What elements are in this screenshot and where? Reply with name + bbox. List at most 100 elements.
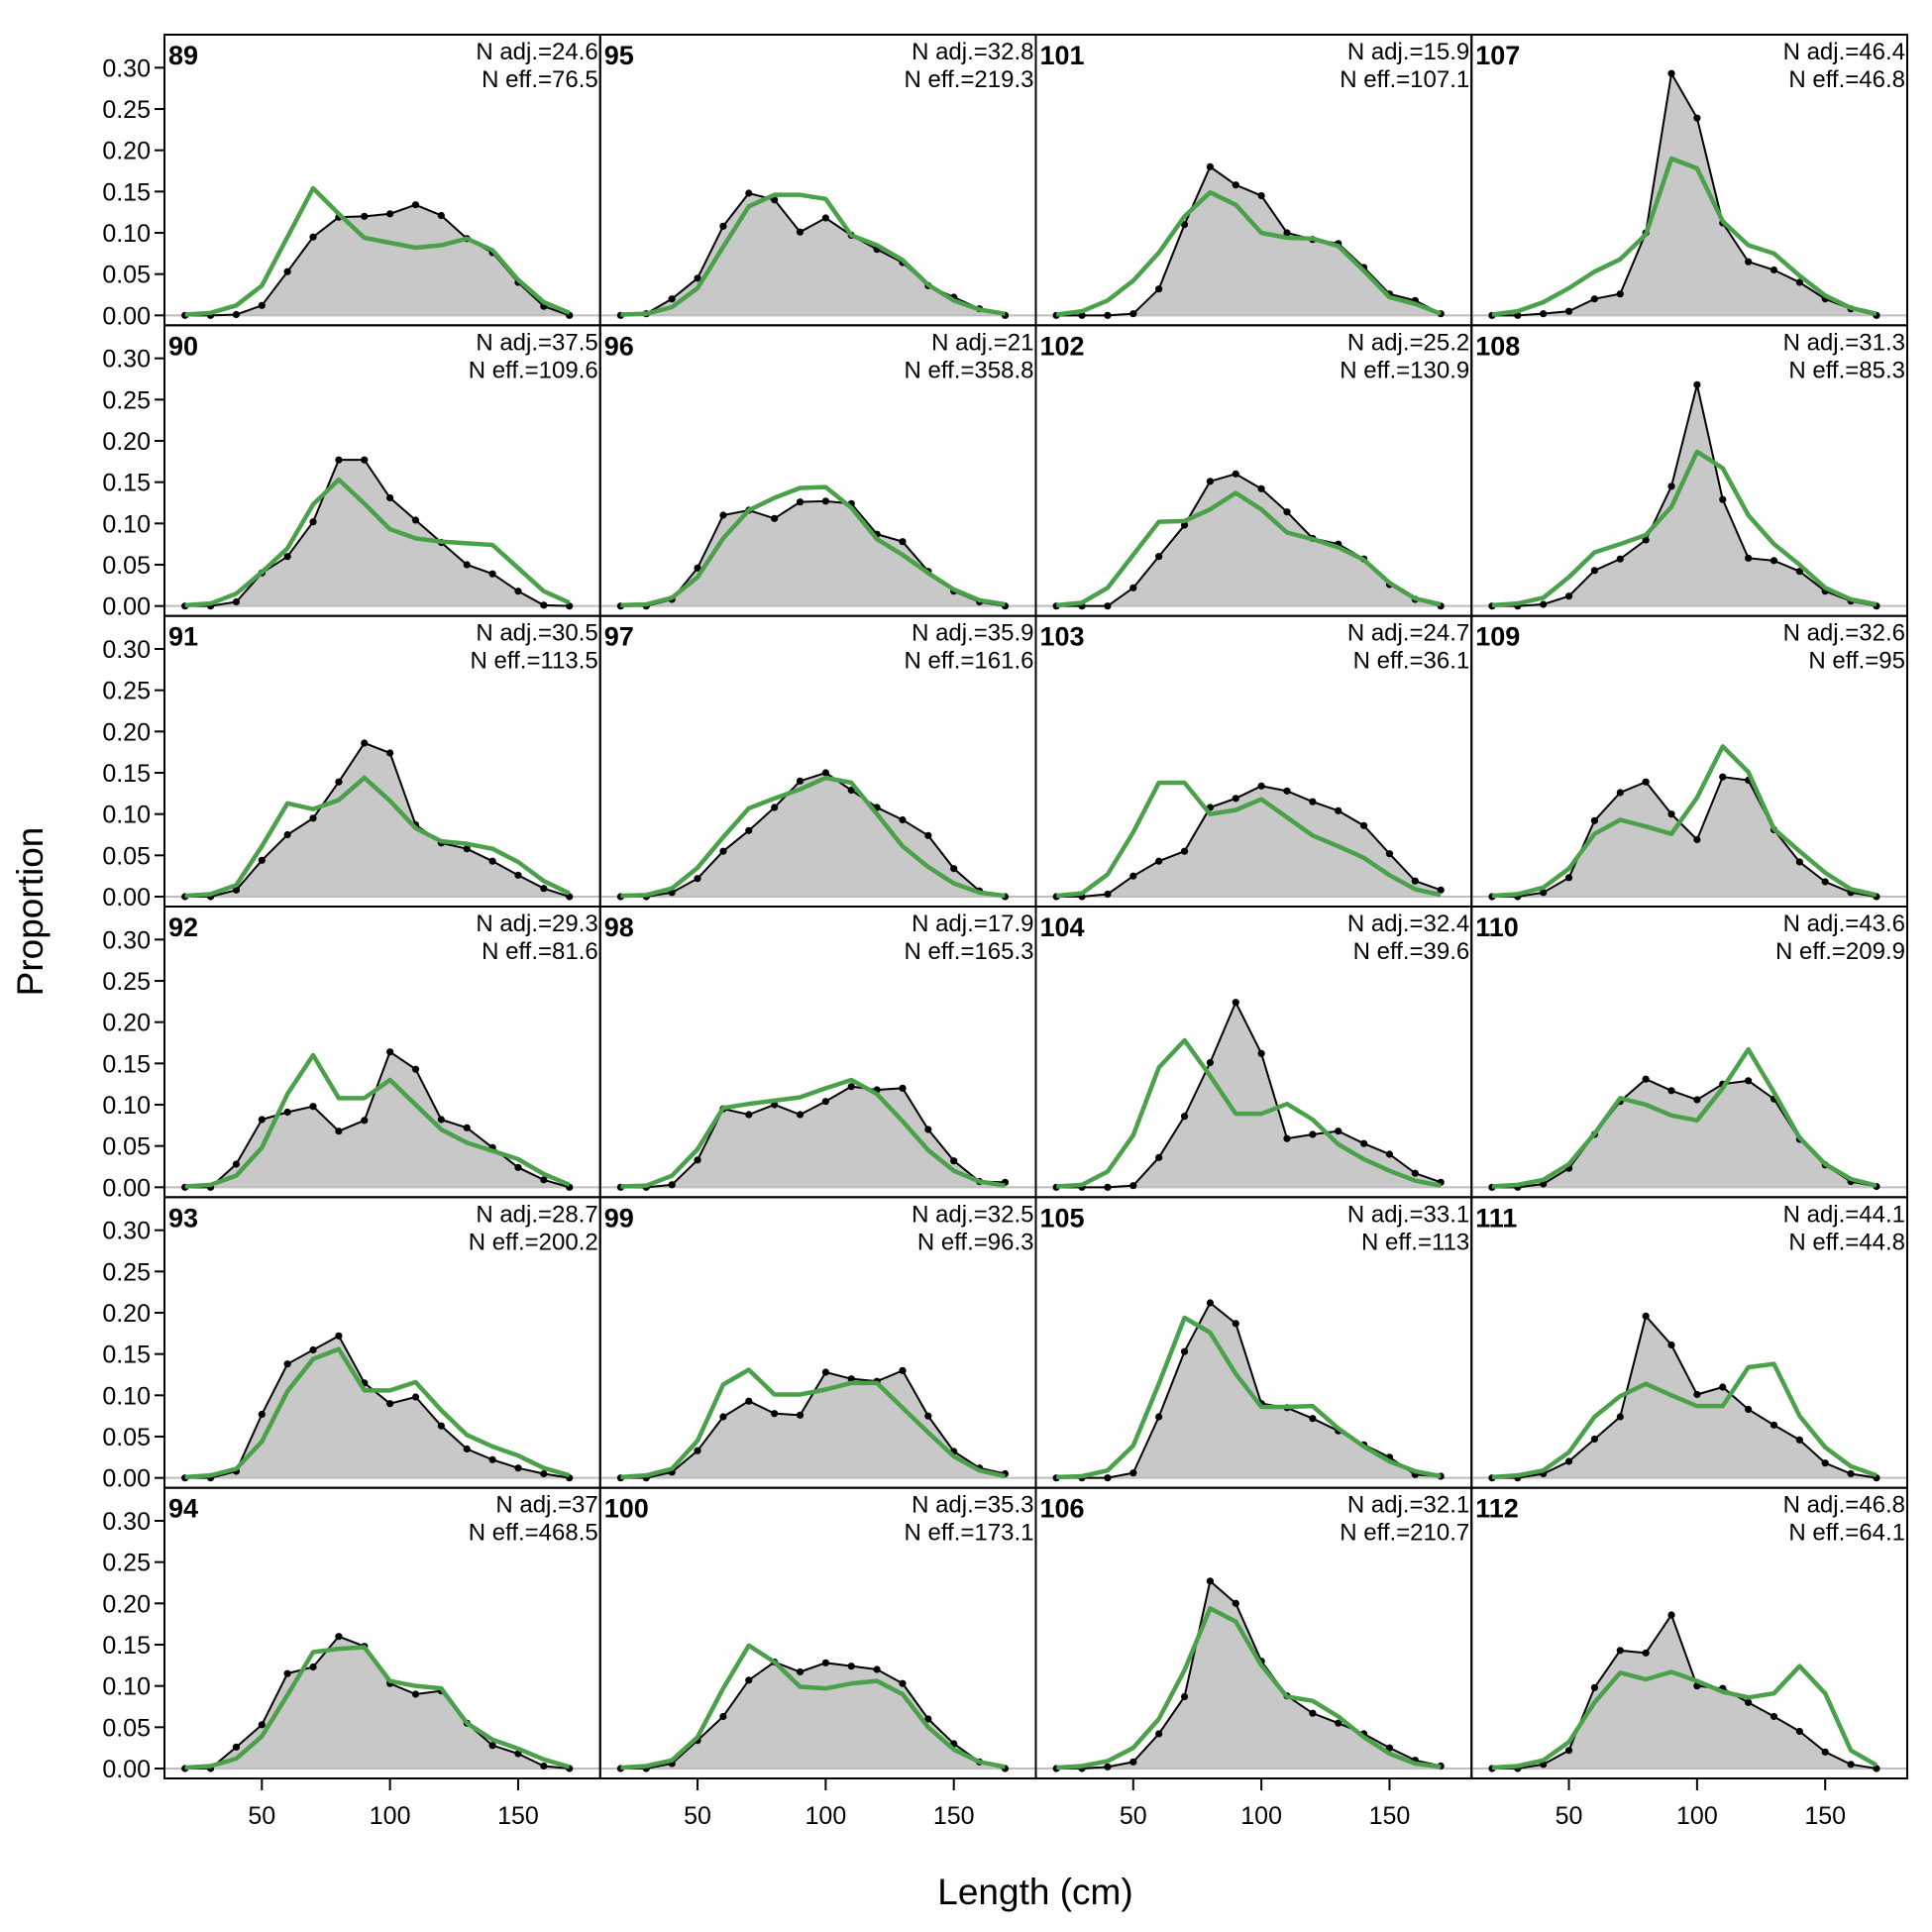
observed-point: [361, 739, 369, 747]
observed-point: [899, 1084, 907, 1092]
observed-point: [668, 1181, 676, 1189]
observed-point: [1642, 1312, 1650, 1320]
n-adj-label: N adj.=46.8: [1783, 1492, 1905, 1519]
panel-89: 89 N adj.=24.6N eff.=76.5: [163, 34, 601, 327]
observed-point: [1667, 1341, 1675, 1349]
observed-line: [184, 741, 571, 898]
observed-point: [1206, 478, 1214, 485]
observed-point: [1155, 1730, 1163, 1738]
y-tick-label: 0.25: [102, 96, 151, 124]
observed-area: [1056, 786, 1442, 897]
n-eff-label: N eff.=165.3: [905, 938, 1034, 965]
observed-point: [386, 210, 394, 218]
observed-point: [1745, 1077, 1753, 1085]
n-adj-label: N adj.=32.6: [1783, 620, 1905, 647]
observed-point: [258, 1116, 266, 1124]
observed-point: [899, 815, 907, 824]
panel-label: 101: [1040, 41, 1085, 70]
y-tick-label: 0.15: [102, 760, 151, 788]
panel-label: 95: [604, 41, 634, 70]
observed-line: [1491, 70, 1878, 317]
observed-point: [1616, 789, 1624, 797]
observed-point: [1104, 1183, 1112, 1191]
observed-point: [1847, 1761, 1855, 1769]
observed-point: [386, 1400, 394, 1408]
observed-point: [821, 769, 829, 777]
observed-point: [719, 1413, 727, 1421]
x-tick-label: 50: [248, 1802, 275, 1830]
observed-area: [620, 500, 1006, 606]
panel-label: 90: [168, 331, 198, 361]
observed-point: [1283, 1134, 1291, 1142]
observed-point: [1129, 310, 1137, 318]
observed-point: [386, 493, 394, 502]
y-tick-label: 0.30: [102, 1508, 151, 1536]
observed-point: [283, 1669, 291, 1677]
observed-point: [924, 831, 932, 839]
expected-line: [184, 1052, 571, 1189]
x-tick-label: 150: [1804, 1802, 1846, 1830]
observed-point: [1667, 810, 1675, 818]
expected-line: [184, 1346, 571, 1480]
observed-area: [1491, 1316, 1877, 1478]
observed-point: [411, 1065, 420, 1073]
observed-area: [184, 1051, 570, 1188]
observed-point: [1642, 536, 1650, 544]
observed-point: [1180, 847, 1189, 855]
y-tick-label: 0.00: [102, 1174, 151, 1202]
y-tick-label: 0.25: [102, 1258, 151, 1286]
panel-label: 91: [168, 622, 198, 652]
observed-point: [924, 1126, 932, 1133]
y-tick-label: 0.30: [102, 346, 151, 374]
observed-point: [694, 1447, 701, 1454]
expected-line: [620, 1077, 1006, 1189]
observed-point: [1770, 1712, 1778, 1721]
observed-point: [1180, 1692, 1189, 1701]
observed-point: [719, 511, 727, 519]
observed-point: [1283, 229, 1291, 237]
expected-line: [1056, 1606, 1442, 1771]
y-tick-label: 0.20: [102, 138, 151, 165]
observed-point: [1693, 835, 1701, 844]
observed-point: [514, 871, 522, 879]
observed-point: [1770, 557, 1778, 565]
observed-point: [309, 1103, 317, 1111]
observed-point: [1155, 1413, 1163, 1421]
observed-point: [1437, 886, 1445, 894]
panel-105: 105 N adj.=33.1N eff.=113: [1034, 1196, 1473, 1489]
n-adj-label: N adj.=37: [495, 1492, 597, 1519]
x-tick-label: 100: [1240, 1802, 1282, 1830]
observed-point: [1540, 600, 1548, 608]
observed-point: [1564, 307, 1573, 315]
observed-area: [620, 773, 1006, 897]
observed-point: [1770, 266, 1778, 274]
observed-point: [796, 1411, 805, 1419]
expected-line: [620, 1643, 1006, 1771]
n-adj-label: N adj.=35.3: [912, 1492, 1033, 1519]
expected-line: [184, 477, 571, 608]
observed-point: [1693, 114, 1701, 122]
y-tick-label: 0.10: [102, 510, 151, 538]
y-tick-label: 0.25: [102, 968, 151, 996]
panel-label: 94: [168, 1494, 198, 1524]
observed-point: [796, 498, 805, 506]
y-tick-label: 0.15: [102, 1050, 151, 1078]
n-eff-label: N eff.=219.3: [905, 66, 1034, 93]
n-adj-label: N adj.=32.4: [1347, 911, 1469, 937]
observed-point: [1155, 1153, 1163, 1161]
panel-label: 92: [168, 912, 198, 942]
observed-point: [1104, 602, 1112, 610]
n-eff-label: N eff.=81.6: [482, 938, 598, 965]
observed-point: [488, 570, 496, 578]
observed-point: [1309, 1415, 1317, 1423]
observed-line: [184, 459, 570, 607]
observed-point: [1667, 483, 1675, 490]
observed-point: [1821, 1459, 1829, 1467]
observed-point: [463, 845, 471, 853]
n-eff-label: N eff.=468.5: [469, 1520, 598, 1547]
observed-point: [899, 1366, 907, 1374]
y-tick-label: 0.05: [102, 262, 151, 289]
observed-point: [719, 1712, 727, 1721]
observed-area: [1056, 1002, 1442, 1188]
observed-point: [821, 1659, 829, 1666]
